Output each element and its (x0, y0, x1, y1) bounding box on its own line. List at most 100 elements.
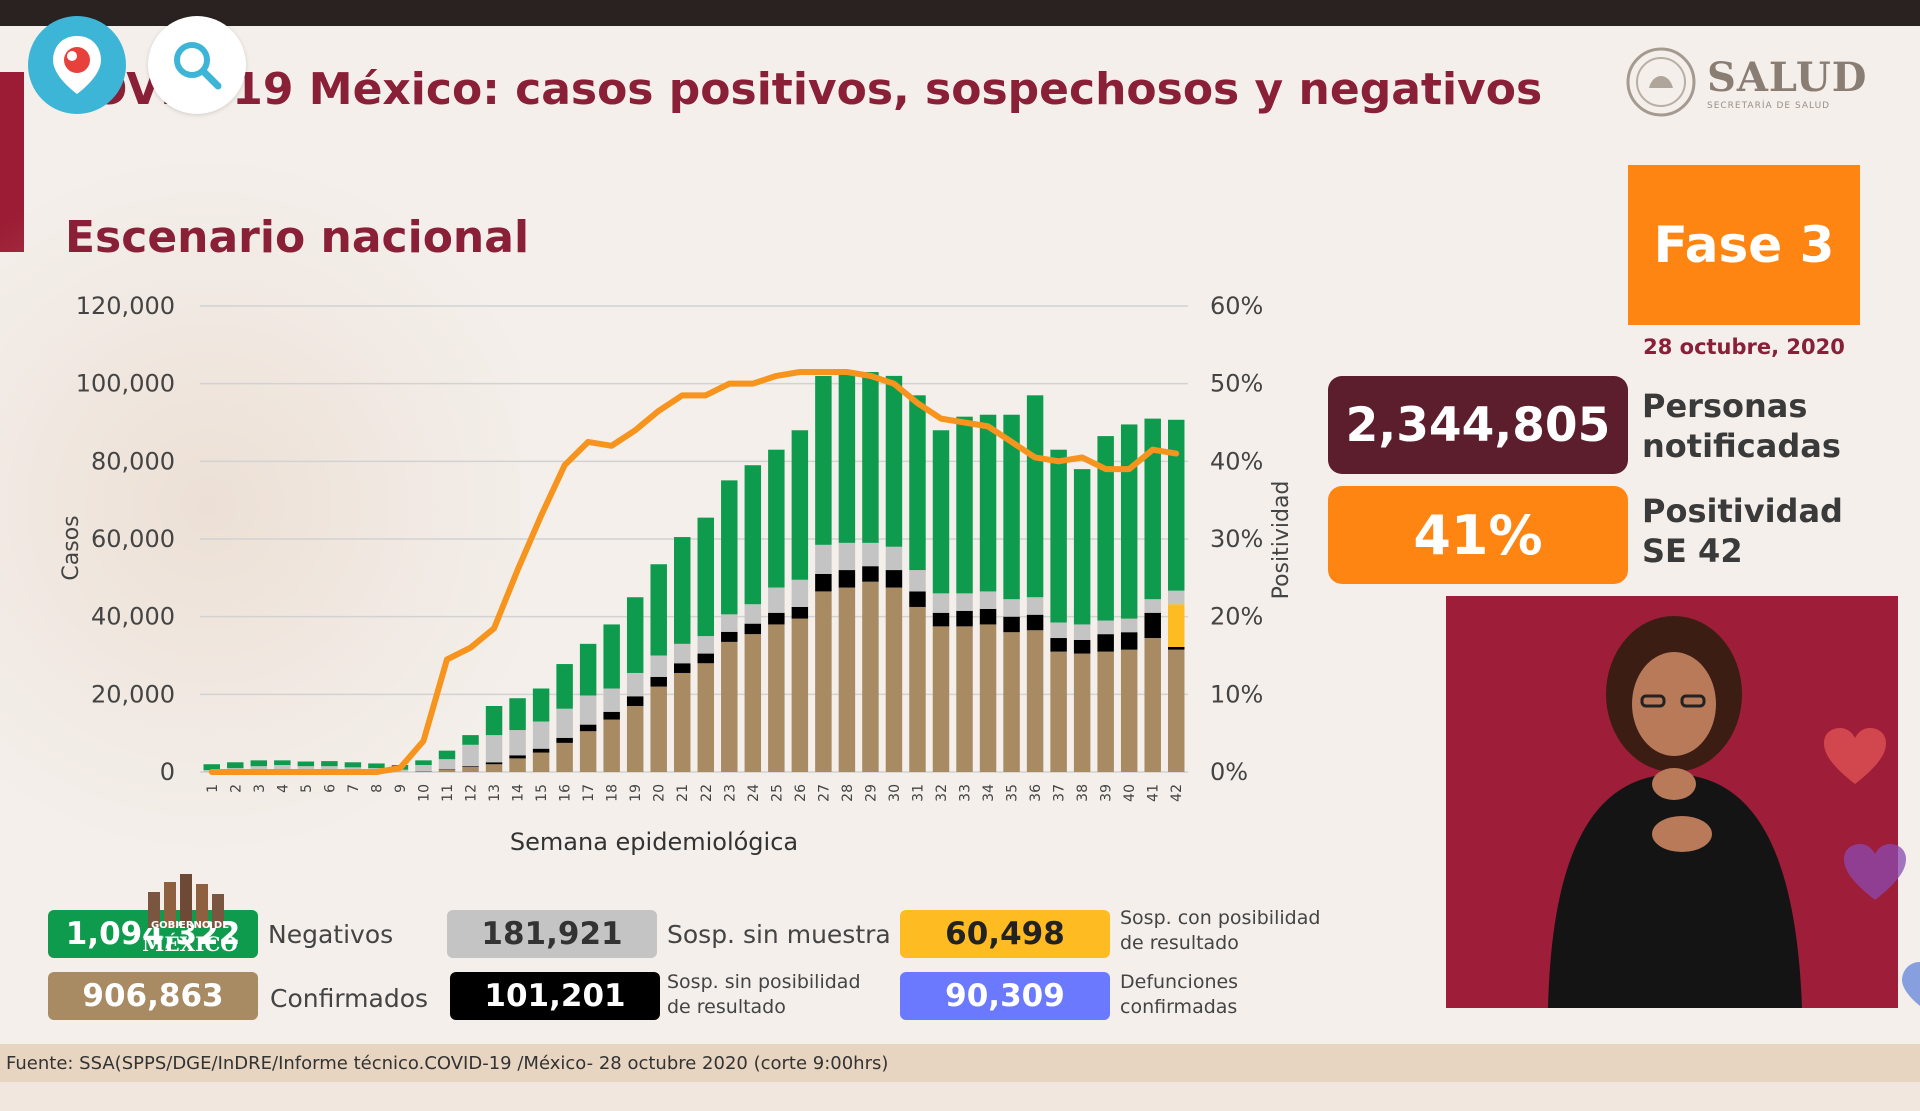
x-tick-label: 42 (1169, 784, 1185, 802)
bar-segment (1050, 622, 1067, 639)
x-tick-label: 8 (369, 784, 385, 793)
bar-segment (979, 414, 997, 592)
bar-segment (1050, 651, 1067, 772)
mexico-seal-icon (1626, 47, 1696, 117)
x-tick-label: 38 (1075, 784, 1091, 802)
bar-segment (1003, 616, 1020, 633)
bar-segment (579, 695, 597, 725)
bar-segment (1026, 597, 1044, 615)
bar-segment (1168, 604, 1185, 647)
bar-segment (415, 770, 432, 772)
x-tick-label: 21 (675, 784, 691, 802)
bar-segment (1097, 620, 1114, 635)
bar-segment (791, 579, 809, 607)
brand-name: SALUD (1707, 53, 1868, 101)
bar-segment (1050, 449, 1067, 623)
bar-segment (462, 766, 479, 767)
y-tick-label: 100,000 (76, 370, 175, 398)
bar-segment (979, 624, 997, 772)
cases-chart: 0 0% 20,000 10% 40,000 20% 60,000 30% 80,000 40% 1… (59, 292, 1294, 856)
x-tick-label: 41 (1146, 784, 1162, 802)
y-tick-label: 60,000 (91, 525, 175, 553)
sign-language-interpreter-video (1446, 596, 1898, 1008)
bar-segment (1050, 638, 1067, 652)
bar-segment (768, 624, 785, 772)
x-tick-label: 18 (605, 784, 621, 802)
scenario-title: Escenario nacional (65, 212, 530, 263)
bar-segment (1144, 418, 1161, 600)
x-tick-label: 25 (769, 784, 785, 802)
interpreter-silhouette (1548, 616, 1802, 1008)
bar-segment (1003, 632, 1020, 772)
bar-segment (721, 614, 738, 632)
bar-segment (227, 762, 244, 769)
bar-segment (744, 634, 762, 772)
x-tick-label: 36 (1028, 784, 1044, 802)
confirmed-deaths-count-box: 90,309 (900, 972, 1110, 1020)
suspects-possible-result-label: Sosp. con posibilidad de resultado (1120, 907, 1321, 954)
y-tick-label: 0 (160, 758, 175, 786)
bar-segment (862, 542, 879, 567)
bar-segment (815, 573, 832, 592)
bar-segment (650, 676, 667, 687)
bar-segment (626, 597, 644, 673)
x-tick-label: 2 (228, 784, 244, 793)
x-tick-label: 7 (346, 784, 362, 793)
heart-reaction-icon (1902, 962, 1920, 1006)
bar-segment (462, 766, 479, 772)
bar-segment (697, 636, 714, 654)
bar-segment (909, 591, 926, 607)
bar-segment (674, 643, 691, 664)
periscope-button[interactable] (28, 16, 126, 114)
bar-segment (556, 742, 573, 772)
bar-segment (650, 686, 667, 772)
x-tick-label: 14 (511, 784, 527, 802)
y-tick-label: 120,000 (76, 292, 175, 320)
suspects-no-result-count-box: 101,201 (450, 972, 660, 1020)
search-icon (174, 42, 222, 90)
bar-segment (485, 735, 503, 763)
confirmed-deaths-label: Defunciones confirmadas (1120, 971, 1239, 1018)
bar-segment (721, 631, 738, 642)
bar-segment (744, 623, 762, 635)
bar-segment (885, 375, 903, 547)
x-tick-label: 16 (558, 784, 574, 802)
x-tick-label: 17 (581, 784, 597, 802)
gobierno-de-mexico-logo: GOBIERNO DE MÉXICO (140, 866, 240, 956)
x-tick-label: 20 (652, 784, 668, 802)
bar-segment (721, 480, 738, 615)
bar-segment (579, 643, 597, 696)
bar-segment (697, 663, 714, 772)
bar-segment (674, 537, 691, 644)
suspects-possible-result-count-box: 60,498 (900, 910, 1110, 958)
bar-segment (1026, 395, 1044, 598)
confirmed-count-box: 906,863 (48, 972, 258, 1020)
bar-segment (556, 737, 573, 743)
bar-segment (956, 416, 973, 594)
x-tick-label: 31 (910, 784, 926, 802)
bar-segment (838, 542, 856, 571)
fase-date: 28 octubre, 2020 (1643, 335, 1845, 359)
bar-segment (791, 430, 809, 580)
bar-segment (1026, 614, 1044, 631)
x-tick-label: 13 (487, 784, 503, 802)
search-button[interactable] (148, 16, 246, 114)
gobierno-label-2: MÉXICO (142, 932, 238, 956)
x-tick-label: 15 (534, 784, 550, 802)
bar-segment (956, 593, 973, 611)
bar-segment (932, 430, 950, 594)
x-tick-label: 39 (1099, 784, 1115, 802)
bar-segment (1097, 436, 1114, 621)
y-axis-label: Casos (59, 515, 84, 580)
bar-segment (932, 593, 950, 613)
positivity-box: 41% (1328, 486, 1628, 584)
bar-segment (932, 626, 950, 772)
heart-reaction-icon (1824, 728, 1886, 784)
y-tick-label: 80,000 (91, 447, 175, 475)
bar-segment (274, 760, 291, 766)
brand-subtitle: SECRETARÍA DE SALUD (1707, 100, 1831, 111)
x-tick-label: 3 (252, 784, 268, 793)
y-tick-label: 40,000 (91, 603, 175, 631)
salud-logo: SALUD SECRETARÍA DE SALUD (1625, 46, 1867, 118)
bar-segment (791, 606, 809, 619)
